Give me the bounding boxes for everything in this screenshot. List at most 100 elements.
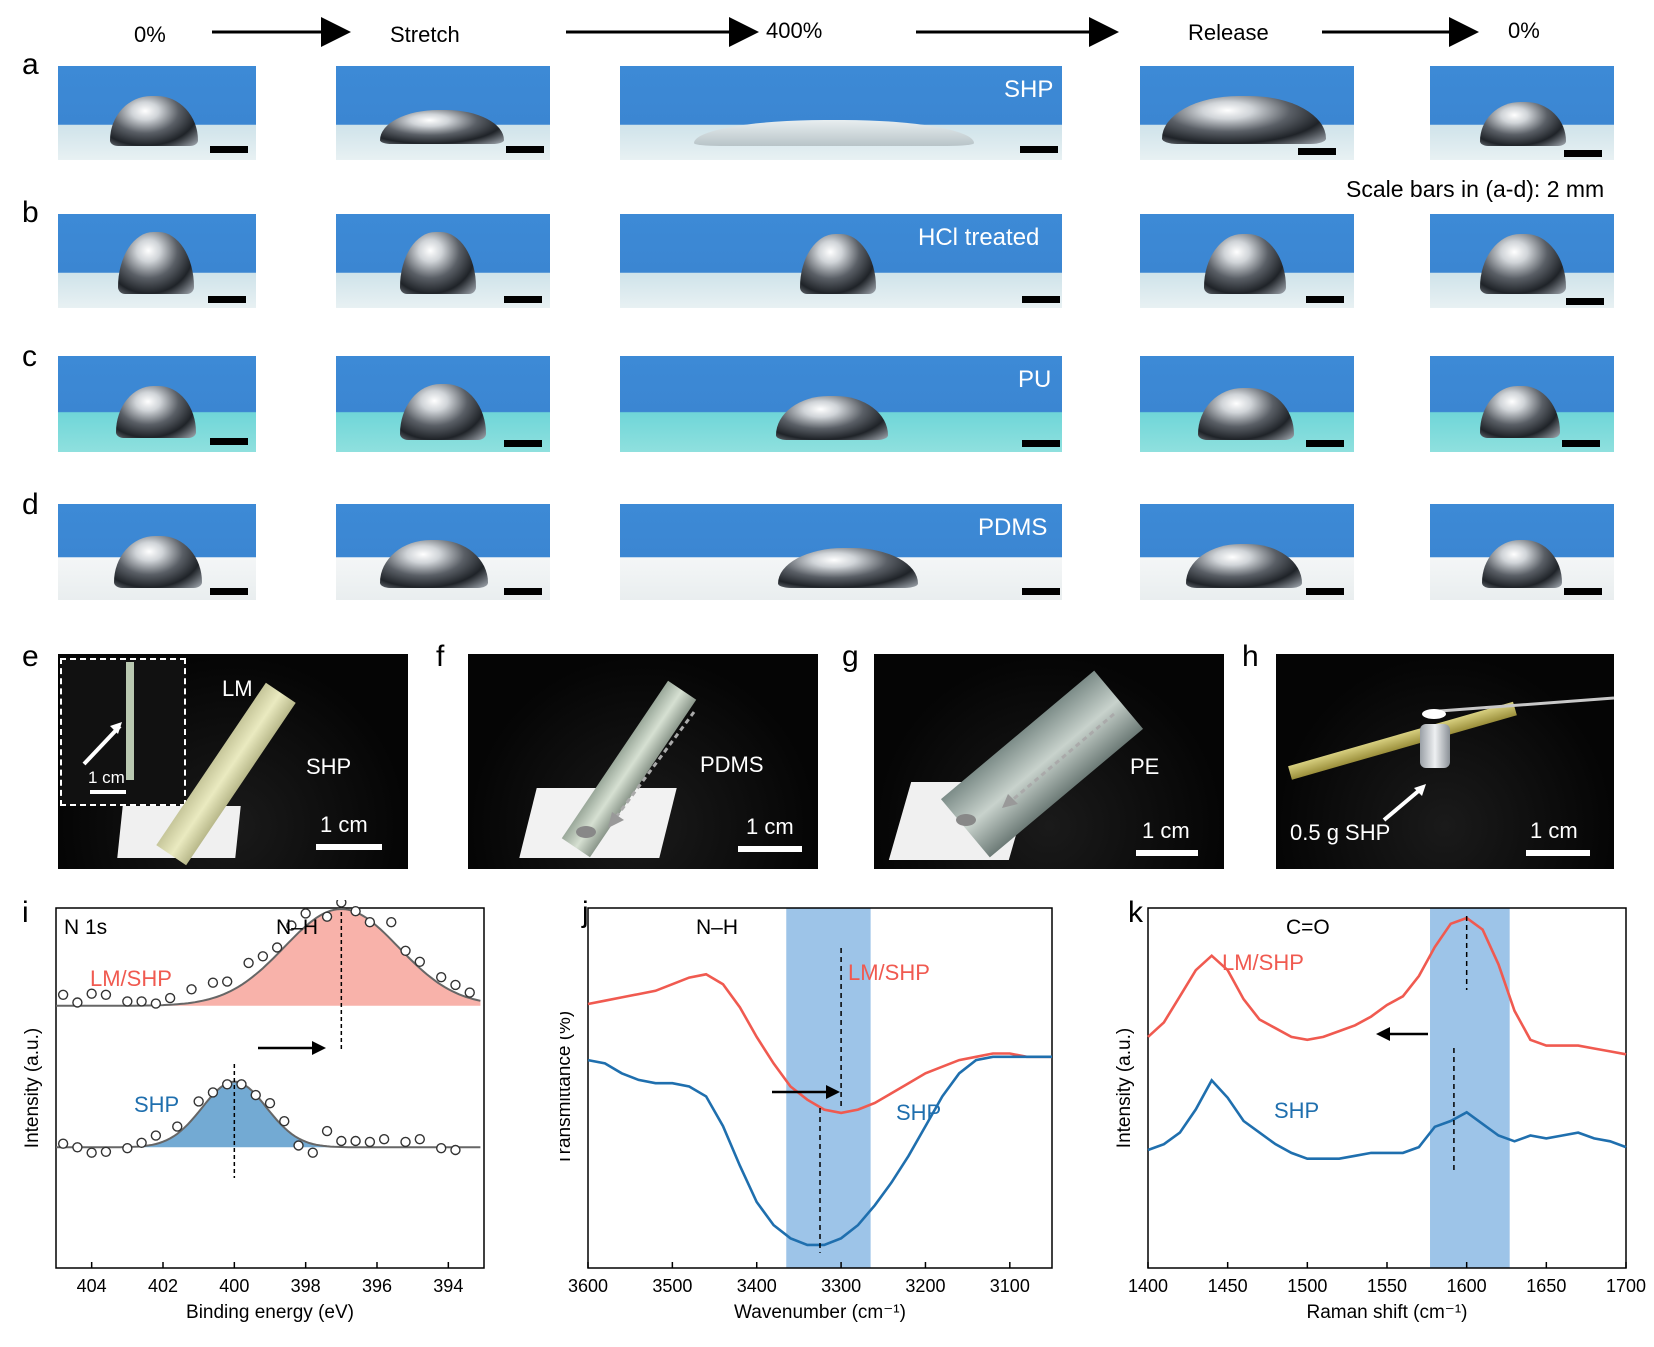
series-line [587,1055,1052,1247]
data-point [386,917,397,928]
shift-arrow-head [312,1041,326,1055]
data-point [150,1130,162,1141]
data-point [136,996,147,1007]
droplet [380,110,504,144]
peak-label: C=O [1286,916,1330,939]
photo-d-5 [1430,504,1614,600]
photo-f: PDMS 1 cm [468,654,818,869]
peak-fill [56,1081,481,1148]
series-label: SHP [896,1100,941,1125]
scale-label-g: 1 cm [1142,818,1190,843]
peak-label: N–H [696,916,738,939]
data-point [164,992,176,1004]
region-label: N 1s [64,916,107,939]
chart-k: 1400 1450 1500 1550 1600 1650 1700 Raman shift … [1114,907,1646,1323]
material-label-b: HCl treated [918,224,1040,251]
scale-bar [208,296,246,303]
series-label: SHP [134,1092,179,1117]
data-point [378,1133,390,1145]
photo-d-3: PDMS [620,504,1062,600]
scale-bar [210,146,248,153]
x-axis-label: Raman shift (cm⁻¹) [1307,1302,1468,1323]
series-label: LM/SHP [848,960,930,985]
data-point [321,1125,333,1137]
panel-label-j: j [582,896,589,929]
inset-scale-bar [90,790,126,794]
scale-bar [210,588,248,595]
photo-c-1 [58,356,256,452]
series-line [1147,1078,1627,1160]
droplet [1198,388,1294,440]
droplet [380,540,488,588]
scale-bar [504,296,542,303]
x-tick-label: 3200 [905,1276,945,1296]
peak-fill [56,909,481,1006]
inset-arrow [82,722,122,766]
x-tick-label: 1600 [1447,1276,1487,1296]
data-point [193,1096,204,1107]
photo-d-2 [336,504,550,600]
scale-bar-f [738,846,802,852]
data-point [72,1142,83,1153]
photo-c-3: PU [620,356,1062,452]
panel-label-i: i [22,896,29,929]
x-tick-label: 3400 [737,1276,777,1296]
data-point [86,988,97,999]
droplet [110,96,198,146]
droplet [1482,540,1562,588]
scale-bar [1562,440,1600,447]
droplet [800,234,876,294]
droplet [1480,102,1566,146]
scale-bar [1564,588,1602,595]
scale-bar [1306,296,1344,303]
photo-e: 1 cm LM SHP 1 cm [58,654,408,869]
droplet [400,384,486,440]
scale-bar [1306,440,1344,447]
data-point [264,1097,276,1109]
droplet [118,232,194,294]
chart-i: 404 402 400 398 396 394 Binding energy (eV) Int… [22,900,485,1323]
header-arrows [212,17,1479,47]
data-point [122,1142,133,1154]
x-axis-label: Binding energy (eV) [186,1302,354,1323]
data-point [464,987,475,998]
droplet [776,396,888,440]
series-line [1147,916,1627,1056]
scale-bar [1306,588,1344,595]
data-point [243,957,254,969]
stage-label-0pct-final: 0% [1508,18,1540,43]
data-point [286,920,297,931]
data-point [100,1146,112,1158]
shift-arrow-head [826,1085,840,1099]
data-point [57,989,69,1001]
material-label-a: SHP [1004,76,1054,103]
stage-label-stretch: Stretch [390,22,460,47]
photo-b-4 [1140,214,1354,308]
data-point [436,971,447,983]
scale-note: Scale bars in (a-d): 2 mm [1346,176,1605,202]
photo-b-1 [58,214,256,308]
droplet [400,232,476,294]
scale-label-f: 1 cm [746,814,794,839]
photo-a-1 [58,66,256,160]
data-point [336,900,347,908]
y-axis-label: Intensity (a.u.) [22,1028,43,1148]
series-label: SHP [1274,1098,1319,1123]
series-line [587,972,1052,1115]
x-tick-label: 3500 [652,1276,692,1296]
data-point [257,951,269,962]
data-point [336,1135,347,1147]
scale-bar [1022,296,1060,303]
label-shp: SHP [306,754,352,779]
x-tick-label: 1500 [1287,1276,1327,1296]
x-tick-label: 3100 [990,1276,1030,1296]
data-point [122,996,133,1007]
photo-a-5 [1430,66,1614,160]
scale-bar [1564,150,1602,157]
needle [1382,696,1614,822]
droplet [694,120,974,146]
x-tick-label: 1700 [1606,1276,1646,1296]
photo-h: 0.5 g SHP 1 cm [1276,654,1614,869]
x-tick-label: 1400 [1128,1276,1168,1296]
data-point [72,997,83,1008]
